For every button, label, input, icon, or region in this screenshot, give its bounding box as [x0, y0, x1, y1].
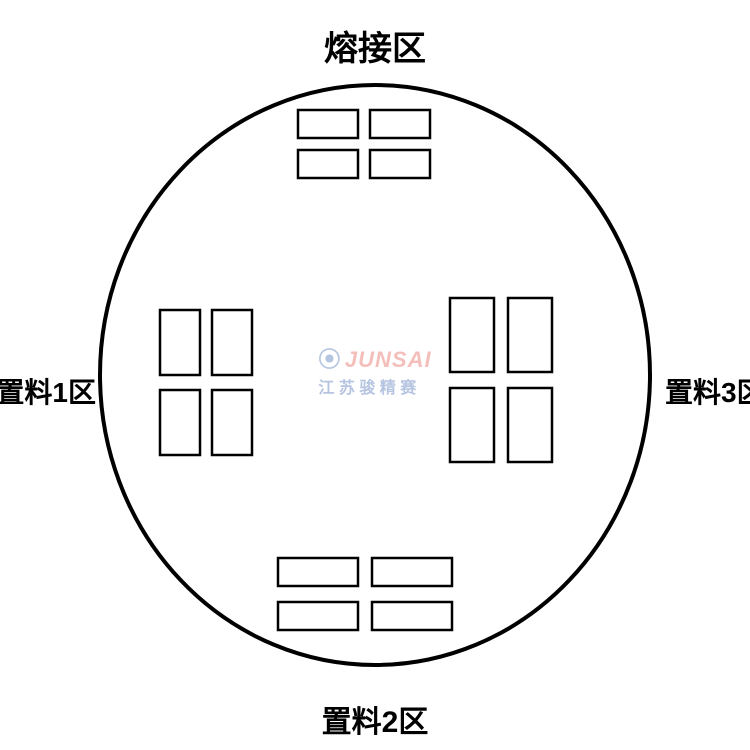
work-slot — [450, 388, 494, 462]
work-slot — [370, 150, 430, 178]
station-right — [450, 298, 552, 462]
work-slot — [298, 110, 358, 138]
station-top — [298, 110, 430, 178]
work-slot — [212, 390, 252, 455]
work-slot — [278, 602, 358, 630]
work-slot — [160, 390, 200, 455]
label-loading-zone-3: 置料3区 — [665, 371, 750, 411]
work-slot — [450, 298, 494, 372]
work-slot — [278, 558, 358, 586]
station-bottom — [278, 558, 452, 630]
work-slot — [508, 298, 552, 372]
work-slot — [372, 602, 452, 630]
label-loading-zone-2: 置料2区 — [322, 697, 429, 741]
work-slot — [508, 388, 552, 462]
label-unload-zone-1: 收料区或置料1区 — [0, 371, 96, 411]
work-slot — [160, 310, 200, 375]
station-left — [160, 310, 252, 455]
work-slot — [298, 150, 358, 178]
label-welding-zone: 熔接区 — [324, 21, 426, 70]
work-slot — [212, 310, 252, 375]
work-slot — [370, 110, 430, 138]
work-slot — [372, 558, 452, 586]
diagram-canvas — [0, 0, 750, 750]
